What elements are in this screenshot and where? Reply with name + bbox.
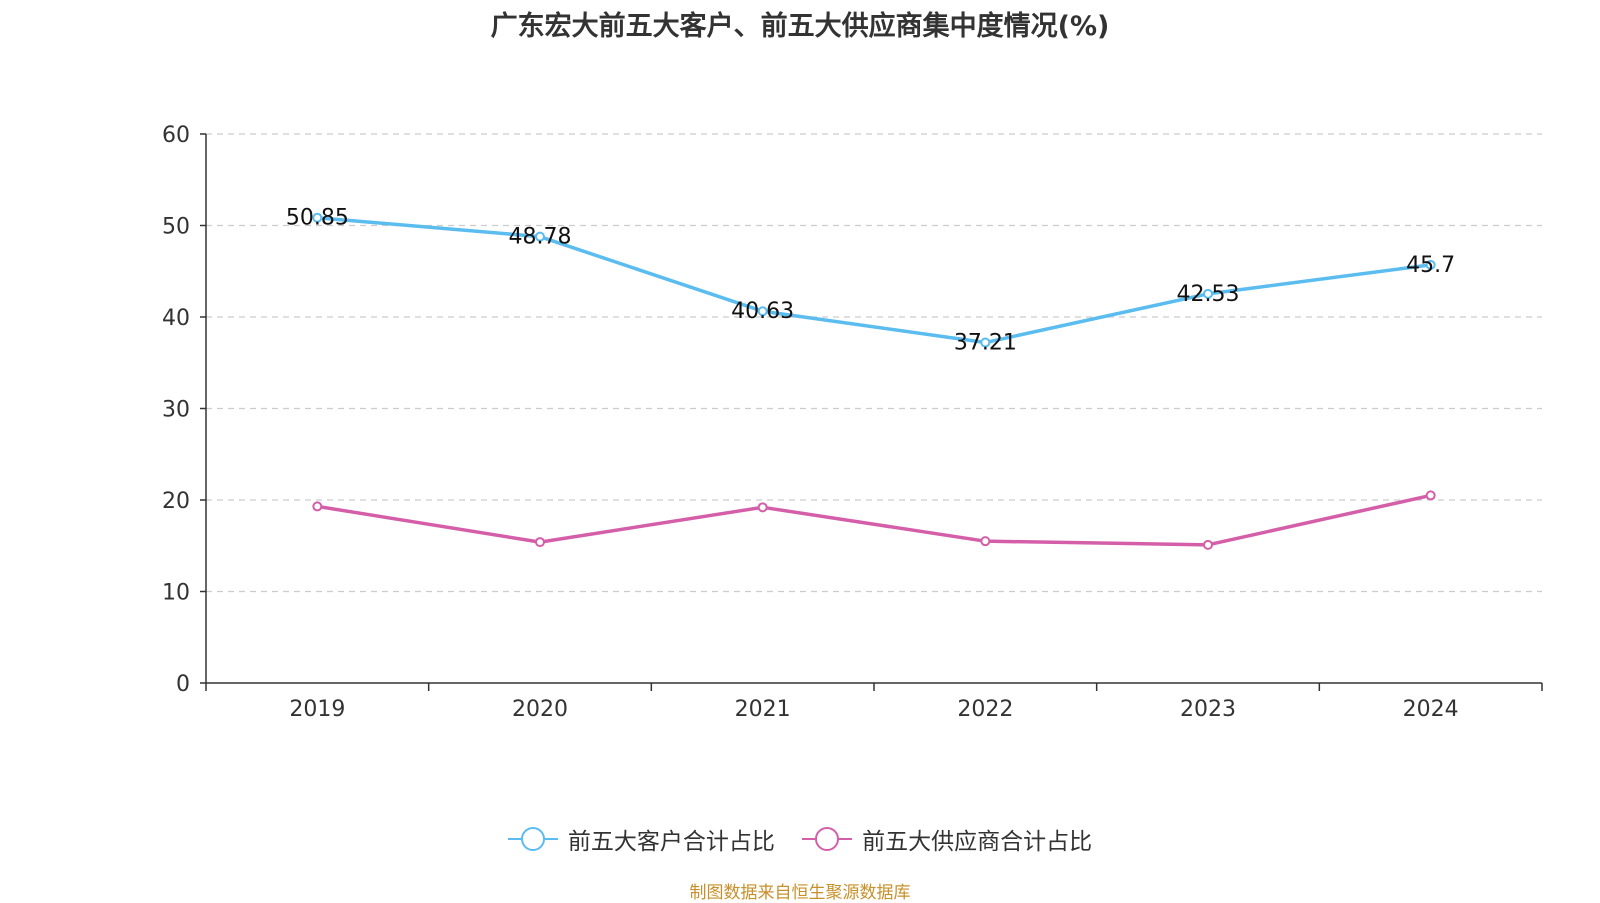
data-point-1-3 [980,536,991,547]
legend-item-suppliers[interactable]: 前五大供应商合计占比 [802,822,1092,856]
legend-label-suppliers: 前五大供应商合计占比 [862,829,1093,855]
data-point-0-5 [1425,259,1436,270]
x-tick-label: 2024 [1403,697,1459,722]
y-tick-label: 20 [162,489,190,514]
chart-title: 广东宏大前五大客户、前五大供应商集中度情况(%) [490,11,1110,42]
data-point-1-5 [1425,490,1436,501]
data-point-1-0 [312,501,323,512]
legend-label-customers: 前五大客户合计占比 [567,829,775,855]
data-point-1-4 [1203,539,1213,550]
data-label-0-4: 42.53 [1177,282,1240,307]
y-tick-label: 0 [176,672,190,697]
source-note: 制图数据来自恒生聚源数据库 [689,883,911,903]
legend-marker-suppliers [802,827,853,851]
x-tick-label: 2020 [512,697,568,722]
data-label-0-5: 45.7 [1406,253,1455,278]
x-tick-label: 2019 [289,697,345,722]
y-tick-label: 40 [162,306,190,331]
data-point-1-1 [535,537,545,548]
data-point-0-2 [757,306,768,317]
y-tick-label: 60 [162,123,190,148]
y-tick-label: 50 [162,215,190,240]
data-label-0-3: 37.21 [954,331,1017,356]
data-point-0-3 [980,337,991,348]
legend-marker-customers [507,827,558,851]
y-tick-label: 10 [162,581,190,606]
data-label-0-0: 50.85 [286,206,349,231]
series-line-1 [315,493,1433,547]
legend-item-customers[interactable]: 前五大客户合计占比 [507,822,775,856]
data-point-0-1 [535,231,545,242]
x-tick-label: 2022 [957,697,1013,722]
chart-legend: 前五大客户合计占比 前五大供应商合计占比 [0,822,1600,860]
x-tick-label: 2023 [1180,697,1236,722]
data-label-0-1: 48.78 [509,225,572,250]
y-tick-label: 30 [162,398,190,423]
data-point-1-2 [757,502,768,513]
data-point-0-4 [1203,288,1213,299]
x-tick-label: 2021 [735,697,791,722]
series-line-0 [315,215,1433,345]
data-point-0-0 [312,212,323,223]
data-label-0-2: 40.63 [731,299,794,324]
